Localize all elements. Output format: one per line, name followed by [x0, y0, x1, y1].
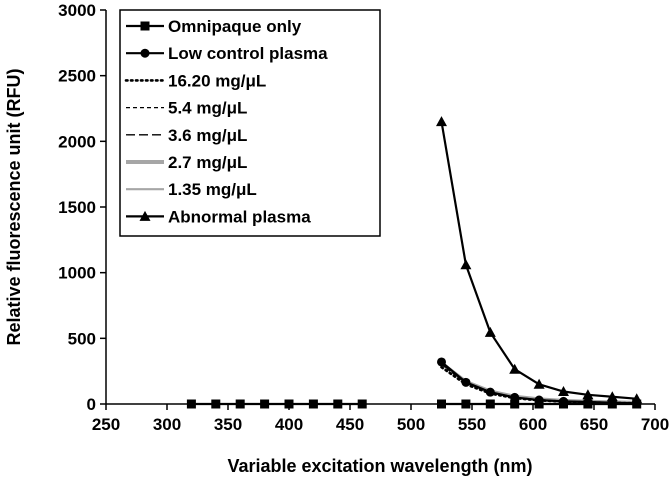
data-point-abnormal-plasma [460, 259, 472, 270]
legend-entry-low-control-plasma: Low control plasma [126, 44, 328, 63]
y-tick-label: 1500 [58, 198, 96, 217]
data-point-abnormal-plasma [558, 386, 569, 397]
x-tick-label: 400 [275, 415, 303, 434]
legend-marker [140, 21, 150, 31]
legend-label: 16.20 mg/μL [168, 71, 266, 90]
data-point-low-control-plasma [485, 387, 495, 397]
x-tick-label: 650 [580, 415, 608, 434]
legend-box [119, 9, 381, 237]
series-line-abnormal-plasma [440, 121, 637, 400]
legend-entry-3-6-mg-l: 3.6 mg/μL [126, 126, 247, 145]
x-tick-label: 350 [214, 415, 242, 434]
legend-entry-1-35-mg-l: 1.35 mg/μL [126, 180, 257, 199]
y-tick-label: 3000 [58, 1, 96, 20]
x-tick-label: 250 [92, 415, 120, 434]
legend-label: 1.35 mg/μL [168, 180, 257, 199]
data-point-low-control-plasma [461, 377, 471, 387]
data-point-low-control-plasma [437, 357, 446, 367]
y-tick-label: 500 [68, 329, 96, 348]
x-tick-label: 500 [397, 415, 425, 434]
y-tick-label: 2500 [58, 67, 96, 86]
legend-label: Abnormal plasma [168, 207, 311, 226]
x-tick-label: 600 [519, 415, 547, 434]
x-tick-label: 700 [641, 415, 669, 434]
legend-label: 2.7 mg/μL [168, 153, 247, 172]
x-axis-label: Variable excitation wavelength (nm) [227, 456, 532, 476]
legend-entry-5-4-mg-l: 5.4 mg/μL [126, 99, 247, 118]
data-point-abnormal-plasma [484, 326, 496, 337]
data-point-abnormal-plasma [533, 378, 545, 389]
y-tick-label: 1000 [58, 264, 96, 283]
data-point-abnormal-plasma [509, 363, 521, 374]
data-point-abnormal-plasma [436, 116, 447, 127]
data-point-abnormal-plasma [631, 393, 643, 404]
y-tick-label: 0 [87, 395, 96, 414]
x-tick-label: 550 [458, 415, 486, 434]
legend-label: Low control plasma [168, 44, 328, 63]
y-tick-label: 2000 [58, 132, 96, 151]
legend-entry-omnipaque-only: Omnipaque only [126, 17, 302, 36]
x-tick-label: 450 [336, 415, 364, 434]
data-point-abnormal-plasma [582, 389, 594, 400]
legend-label: Omnipaque only [168, 17, 302, 36]
x-tick-label: 300 [153, 415, 181, 434]
legend-entry-abnormal-plasma: Abnormal plasma [126, 207, 311, 226]
legend-entry-2-7-mg-l: 2.7 mg/μL [126, 153, 247, 172]
legend-label: 5.4 mg/μL [168, 99, 247, 118]
data-point-abnormal-plasma [606, 391, 618, 402]
series-abnormal-plasma [436, 116, 643, 404]
legend-label: 3.6 mg/μL [168, 126, 247, 145]
y-axis-label: Relative fluorescence unit (RFU) [4, 68, 24, 345]
legend-entry-16-20-mg-l: 16.20 mg/μL [124, 71, 266, 90]
legend-marker [140, 48, 150, 58]
legend-marker [139, 210, 151, 221]
